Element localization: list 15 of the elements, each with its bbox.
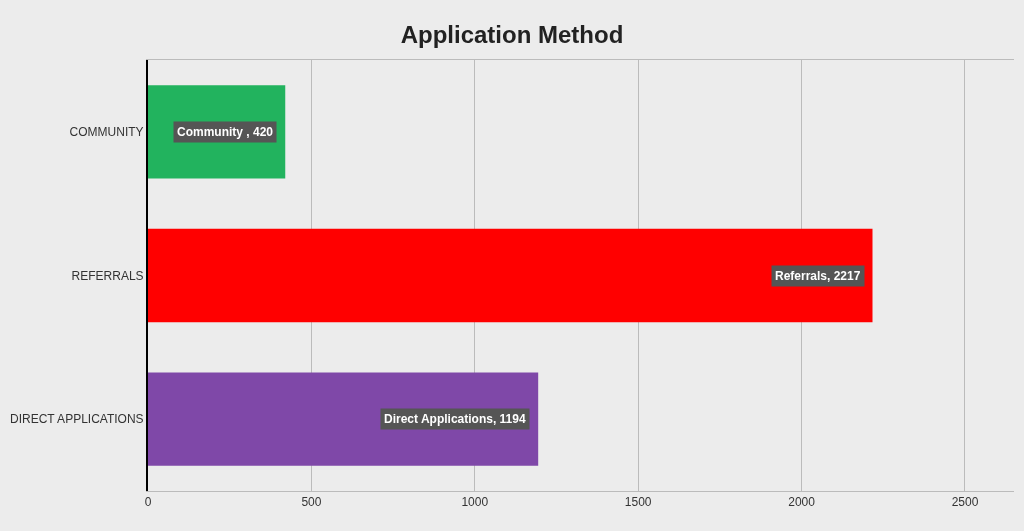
x-tick-label: 0 bbox=[144, 495, 152, 510]
x-tick-label: 2000 bbox=[788, 495, 816, 510]
chart-title: Application Method bbox=[400, 21, 624, 49]
y-tick-label: COMMUNITY bbox=[69, 125, 144, 140]
data-label: Community , 420 bbox=[177, 125, 274, 139]
y-tick-label: REFERRALS bbox=[71, 268, 144, 283]
x-tick-label: 2500 bbox=[951, 495, 979, 510]
bar bbox=[148, 228, 873, 323]
x-tick-label: 1000 bbox=[461, 495, 489, 510]
data-label: Referrals, 2217 bbox=[775, 269, 861, 283]
bar bbox=[148, 372, 539, 466]
data-label: Direct Applications, 1194 bbox=[384, 412, 526, 426]
y-tick-label: DIRECT APPLICATIONS bbox=[10, 412, 144, 427]
x-tick-label: 1500 bbox=[624, 495, 652, 510]
x-tick-label: 500 bbox=[301, 495, 322, 510]
